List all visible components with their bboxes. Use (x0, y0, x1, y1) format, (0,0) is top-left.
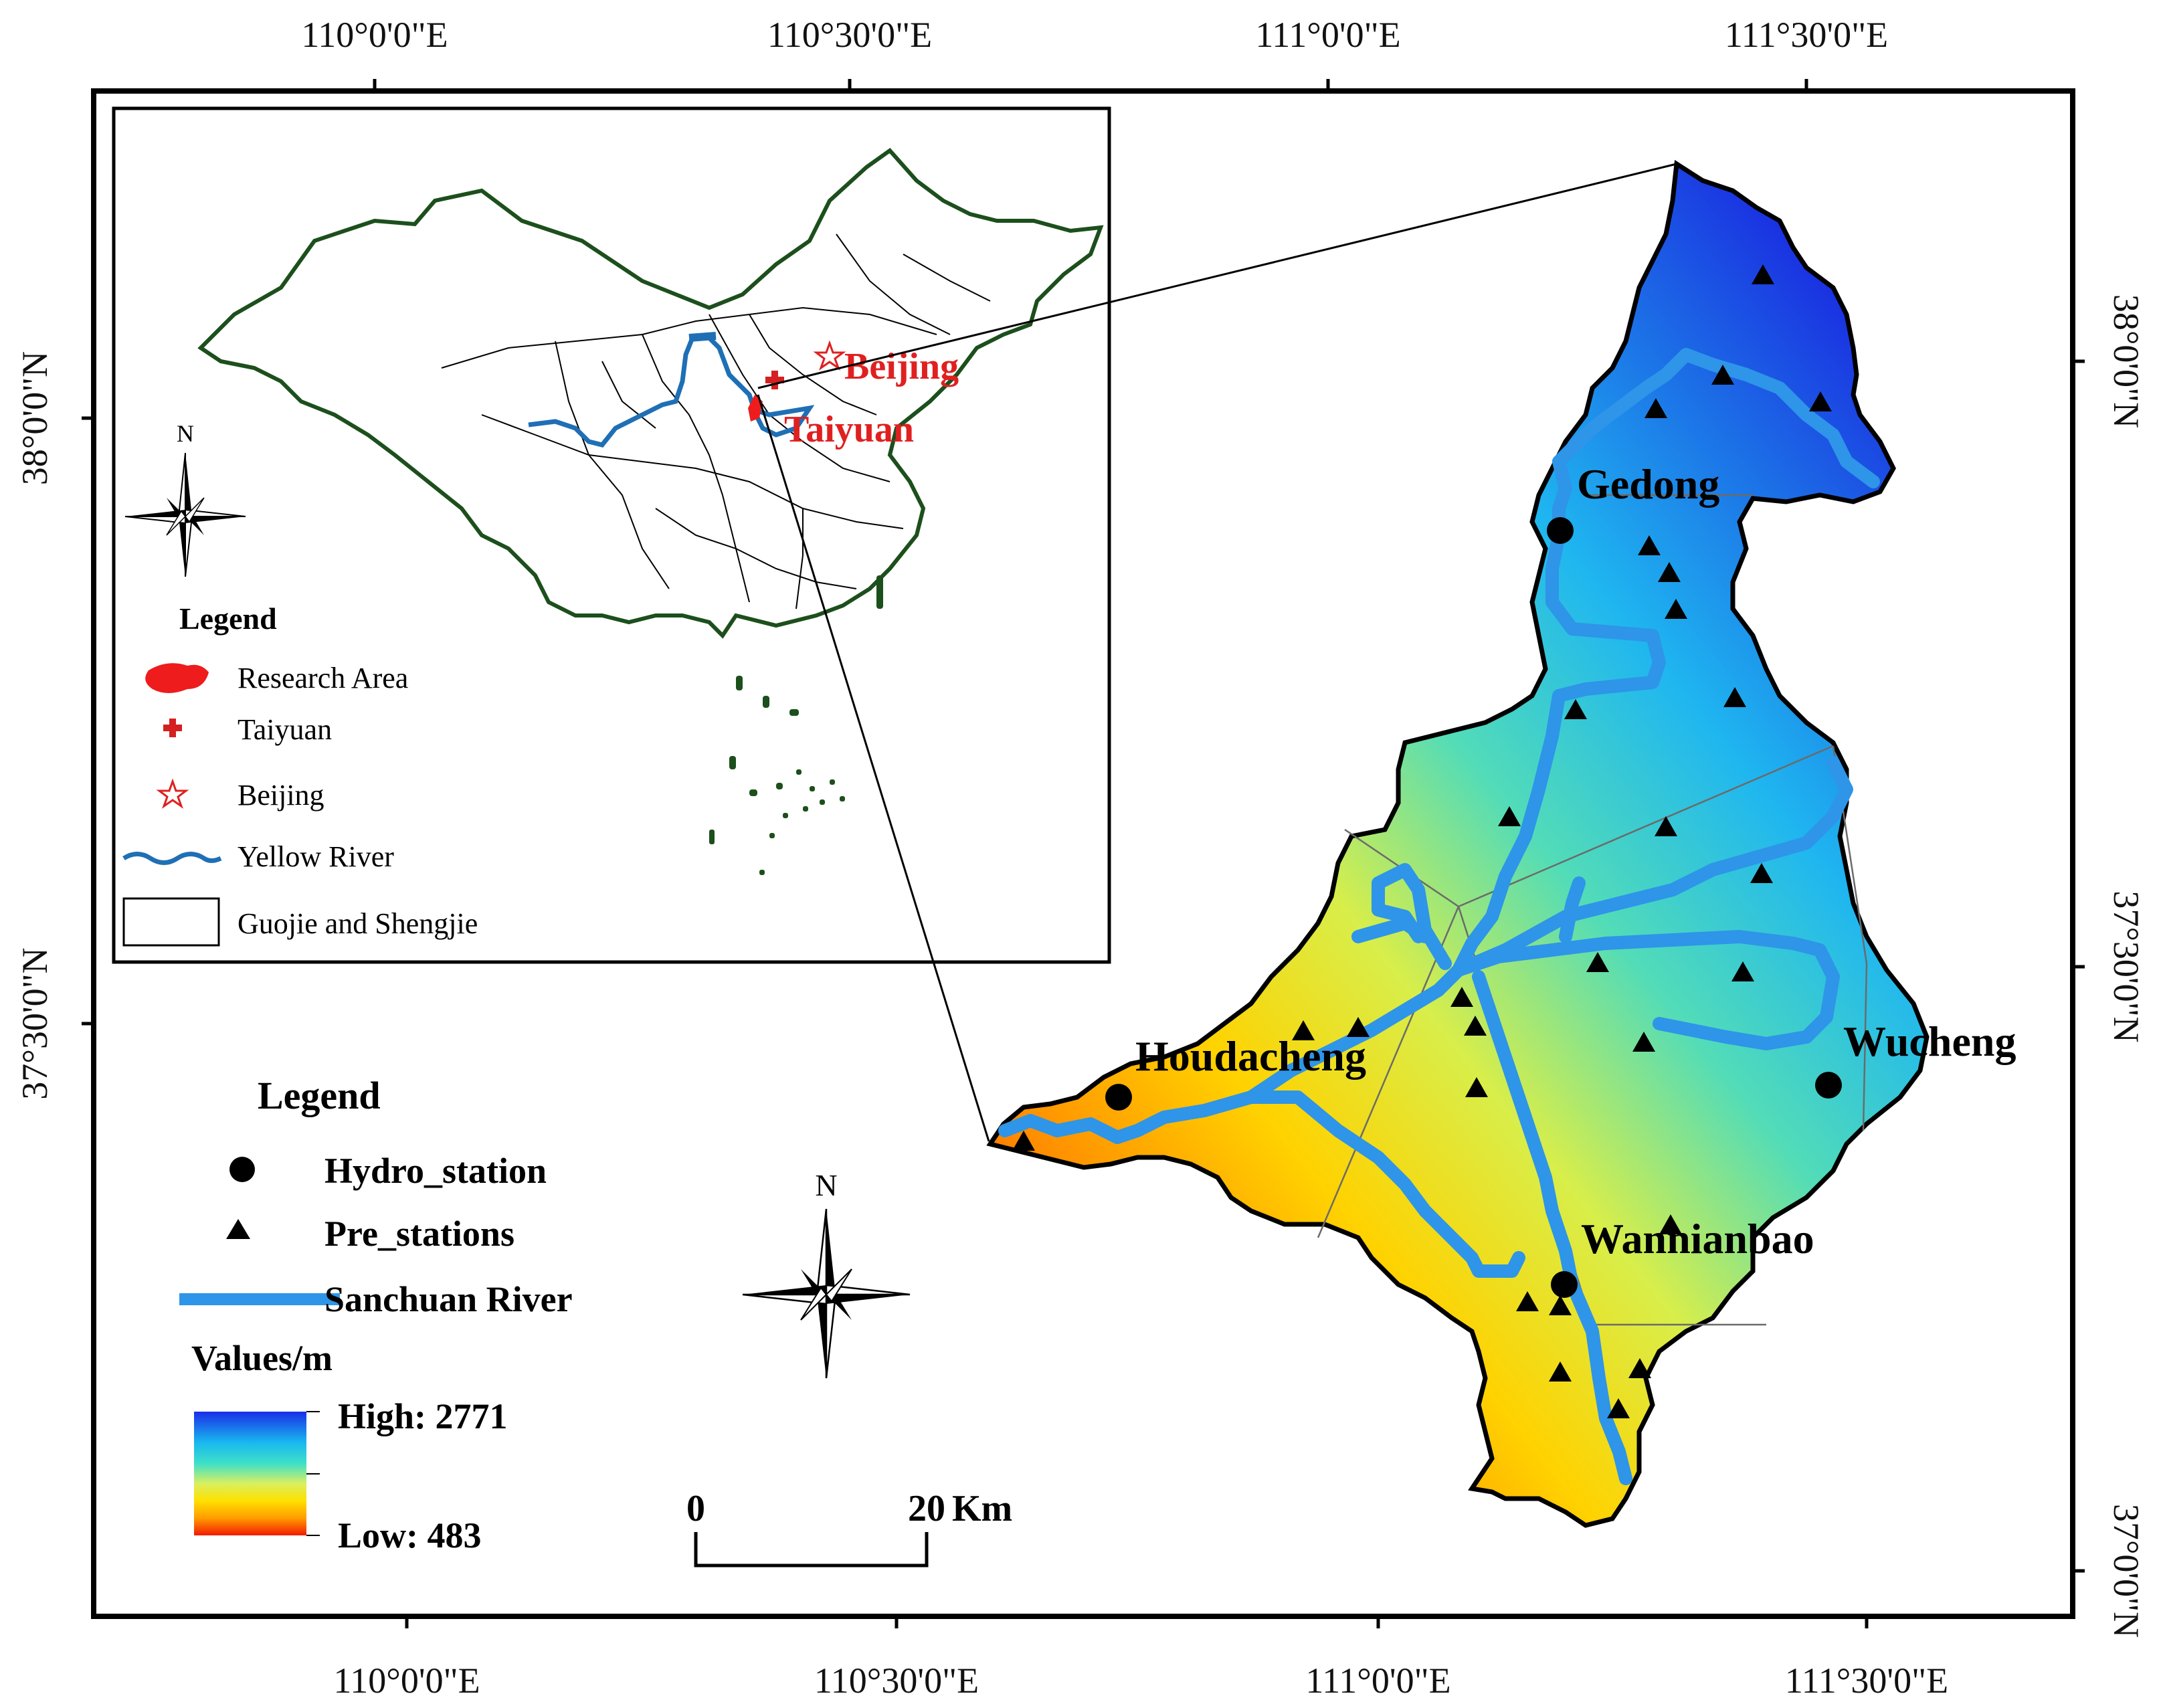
bottom-coord-label: 110°30'0"E (814, 1660, 979, 1701)
zoom-connector-lines (757, 163, 1677, 1142)
legend-values-title: Values/m (191, 1338, 333, 1378)
hydro-stations (1105, 517, 1842, 1298)
pre-station-marker (1658, 562, 1681, 582)
legend-label-boundaries: Guojie and Shengjie (238, 907, 478, 940)
legend-hydro-symbol (229, 1157, 255, 1182)
right-coord-label: 37°0'0"N (2106, 1504, 2146, 1638)
pre-station-marker (1750, 863, 1773, 883)
inset-north-arrow: N (124, 420, 246, 577)
bottom-coord-label: 111°0'0"E (1305, 1660, 1450, 1701)
hydro-station-wannianbao (1551, 1271, 1578, 1298)
pre-station-marker (1564, 699, 1587, 719)
bottom-coord-label: 111°30'0"E (1785, 1660, 1948, 1701)
top-coord-label: 111°0'0"E (1255, 15, 1400, 55)
scale-unit-label: Km (952, 1488, 1012, 1529)
legend-high-label: High: 2771 (338, 1396, 508, 1436)
legend-hydro-label: Hydro_station (324, 1151, 547, 1191)
inset-legend-title: Legend (179, 601, 277, 636)
station-label-wannianbao: Wannianbao (1581, 1215, 1814, 1262)
taiyuan-marker (765, 371, 784, 389)
svg-text:N: N (815, 1168, 837, 1202)
left-coord-label: 37°30'0"N (15, 947, 55, 1099)
sanchuan-river-network (998, 348, 1880, 1485)
pre-station-marker (1549, 1295, 1572, 1315)
pre-station-marker (1665, 599, 1687, 619)
hydro-station-wucheng (1815, 1072, 1842, 1099)
coordinate-ticks (82, 79, 2085, 1628)
legend-label-taiyuan: Taiyuan (238, 713, 332, 746)
pre-station-marker (1347, 1017, 1370, 1037)
research-area-swatch (145, 663, 209, 693)
map-frame (91, 88, 2075, 1619)
bottom-coord-label: 110°0'0"E (333, 1660, 480, 1701)
pre-station-marker (1012, 1131, 1035, 1151)
pre-station-marker (1638, 535, 1661, 555)
hydro-station-houdacheng (1105, 1084, 1132, 1111)
beijing-marker (813, 340, 846, 371)
pre-station-marker (1659, 1214, 1682, 1234)
inset-legend: Legend Research Area Taiyuan Beijing Yel… (122, 601, 478, 947)
basin-boundary (986, 160, 1930, 1528)
pre-stations (1012, 264, 1832, 1418)
pre-station-marker (1628, 1358, 1651, 1378)
pre-station-marker (1450, 987, 1473, 1007)
scale-start-label: 0 (686, 1488, 705, 1529)
pre-station-marker (1645, 398, 1667, 418)
legend-low-label: Low: 483 (338, 1515, 482, 1555)
right-coord-label: 38°0'0"N (2106, 294, 2146, 428)
pre-station-marker (1586, 952, 1609, 972)
legend-title: Legend (258, 1074, 381, 1117)
pre-station-marker (1465, 1077, 1488, 1097)
legend-river-label: Sanchuan River (324, 1279, 573, 1319)
left-coord-label: 38°0'0"N (15, 351, 55, 485)
pre-station-marker (1292, 1020, 1315, 1040)
china-outline (197, 147, 1104, 639)
basin-dem: Gedong Houdacheng Wucheng Wannianbao (986, 160, 2016, 1528)
research-area-marker (748, 395, 763, 421)
pre-station-marker (1731, 961, 1754, 981)
pre-station-marker (1752, 264, 1774, 284)
province-boundaries (441, 233, 991, 609)
pre-station-marker (1464, 1016, 1487, 1036)
pre-station-marker (1711, 365, 1734, 385)
main-legend: Legend Hydro_station Pre_stations Sanchu… (179, 1074, 573, 1555)
top-coord-label: 110°30'0"E (767, 15, 932, 55)
islands (709, 575, 883, 875)
legend-label-research-area: Research Area (238, 662, 408, 694)
legend-river-symbol (179, 1293, 340, 1305)
pre-station-marker (1632, 1032, 1655, 1052)
station-label-houdacheng: Houdacheng (1135, 1032, 1366, 1080)
right-coord-label: 37°30'0"N (2106, 890, 2146, 1042)
pre-station-marker (1498, 806, 1521, 826)
pre-station-marker (1516, 1291, 1539, 1311)
hydro-station-gedong (1547, 517, 1574, 544)
legend-label-beijing: Beijing (238, 779, 324, 812)
pre-station-marker (1607, 1398, 1630, 1418)
station-label-wucheng: Wucheng (1843, 1018, 2016, 1065)
legend-pre-label: Pre_stations (324, 1214, 514, 1254)
top-coord-label: 110°0'0"E (301, 15, 448, 55)
pre-station-marker (1655, 816, 1677, 836)
svg-text:N: N (177, 420, 194, 447)
elevation-color-ramp (194, 1412, 306, 1535)
legend-pre-symbol (226, 1219, 250, 1239)
legend-label-yellow-river: Yellow River (238, 840, 394, 873)
scale-end-label: 20 (908, 1488, 945, 1529)
pre-station-marker (1723, 687, 1746, 707)
top-coord-label: 111°30'0"E (1725, 15, 1888, 55)
inset-map: Beijing Taiyuan N Legend Research Area T… (112, 106, 1111, 964)
taiyuan-label: Taiyuan (784, 409, 914, 450)
pre-station-marker (1809, 391, 1832, 411)
pre-station-marker (1549, 1361, 1572, 1382)
station-label-gedong: Gedong (1577, 460, 1719, 508)
scale-bar: 0 20 Km (686, 1488, 1012, 1568)
north-arrow: N (742, 1168, 911, 1379)
